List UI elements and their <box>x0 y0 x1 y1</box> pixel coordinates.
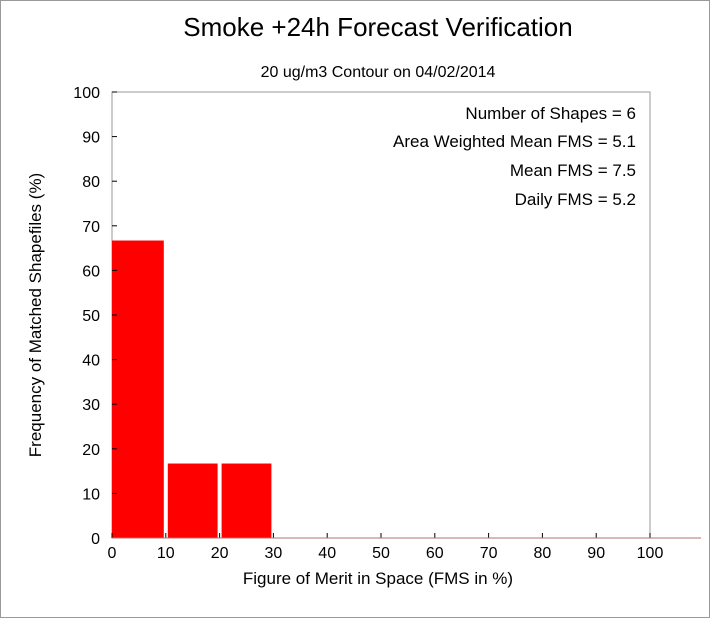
stat-daily-fms: Daily FMS = 5.2 <box>515 190 636 209</box>
y-tick-label: 100 <box>73 85 100 102</box>
bar-20 <box>221 463 272 538</box>
y-tick-label: 30 <box>82 397 100 414</box>
x-tick-label: 50 <box>372 545 390 562</box>
bar-0 <box>112 240 164 538</box>
y-tick-label: 50 <box>82 308 100 325</box>
chart-subtitle: 20 ug/m3 Contour on 04/02/2014 <box>261 64 496 81</box>
y-ticks-group: 0 10 20 30 40 50 60 70 80 90 100 <box>73 85 117 548</box>
bars-group <box>112 240 272 538</box>
x-tick-label: 60 <box>426 545 444 562</box>
x-tick-label: 80 <box>534 545 552 562</box>
chart-title: Smoke +24h Forecast Verification <box>183 12 572 42</box>
x-tick-label: 20 <box>211 545 229 562</box>
stats-box: Number of Shapes = 6 Area Weighted Mean … <box>393 104 636 209</box>
x-axis-label: Figure of Merit in Space (FMS in %) <box>243 569 513 588</box>
y-tick-label: 20 <box>82 442 100 459</box>
x-tick-label: 90 <box>587 545 605 562</box>
y-axis-label: Frequency of Matched Shapefiles (%) <box>26 173 45 457</box>
stat-mean-fms: Mean FMS = 7.5 <box>510 161 636 180</box>
x-tick-label: 30 <box>265 545 283 562</box>
stat-area-weighted-mean-fms: Area Weighted Mean FMS = 5.1 <box>393 132 636 151</box>
y-tick-label: 90 <box>82 130 100 147</box>
y-tick-label: 80 <box>82 174 100 191</box>
stat-number-of-shapes: Number of Shapes = 6 <box>465 104 636 123</box>
y-tick-label: 70 <box>82 219 100 236</box>
x-tick-label: 100 <box>637 545 664 562</box>
x-tick-label: 10 <box>157 545 175 562</box>
y-tick-label: 0 <box>91 531 100 548</box>
bar-10 <box>167 463 218 538</box>
x-tick-label: 40 <box>318 545 336 562</box>
x-ticks-group: 0 10 20 30 40 50 60 70 80 90 100 <box>108 533 664 562</box>
x-tick-label: 70 <box>480 545 498 562</box>
y-tick-label: 60 <box>82 263 100 280</box>
y-tick-label: 10 <box>82 486 100 503</box>
x-tick-label: 0 <box>108 545 117 562</box>
y-tick-label: 40 <box>82 353 100 370</box>
